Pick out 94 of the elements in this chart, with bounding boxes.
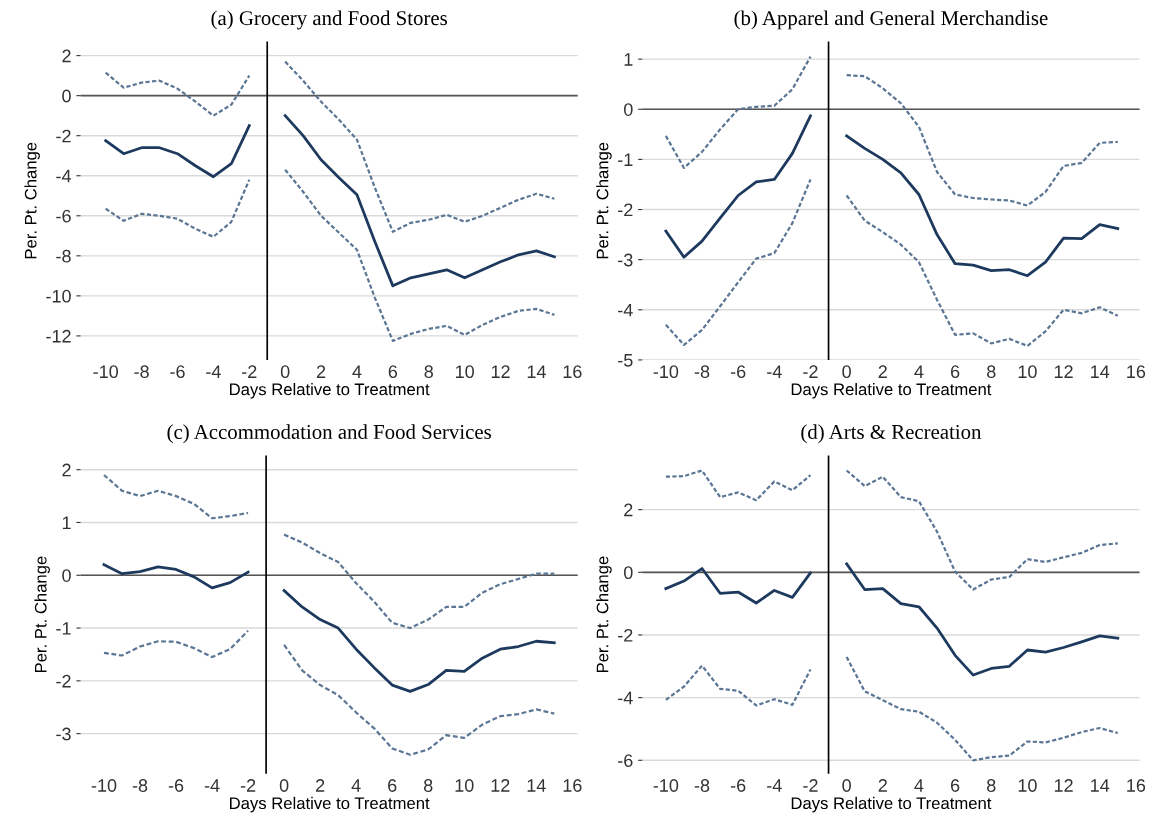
- y-tick-label: -2: [56, 129, 71, 143]
- x-tick-label: 14: [527, 779, 546, 792]
- x-tick-label: -6: [730, 365, 746, 379]
- x-tick-label: 16: [1127, 779, 1146, 792]
- y-tick-label: -3: [56, 727, 71, 741]
- y-tick-label: 0: [623, 566, 633, 580]
- x-tick-label: -4: [204, 779, 220, 792]
- y-tick-label: -4: [618, 691, 633, 705]
- x-tick-label: -10: [653, 779, 679, 792]
- x-axis-title: Days Relative to Treatment: [230, 383, 430, 399]
- x-tick-label: 12: [1054, 365, 1073, 378]
- x-axis-title: Days Relative to Treatment: [791, 383, 992, 399]
- x-tick-label: -2: [803, 779, 818, 792]
- x-tick-label: -10: [653, 365, 679, 379]
- y-tick-label: -3: [618, 253, 633, 267]
- y-tick-label: -2: [56, 674, 71, 688]
- x-tick-label: 0: [842, 779, 851, 792]
- x-tick-label: -6: [170, 365, 185, 379]
- x-axis-title: Days Relative to Treatment: [230, 796, 430, 813]
- x-tick-label: 6: [388, 365, 398, 379]
- x-tick-label: 2: [878, 779, 887, 792]
- y-tick-label: 0: [62, 89, 71, 103]
- x-tick-label: 4: [914, 779, 924, 792]
- y-tick-label: -12: [46, 329, 71, 343]
- chart-title: (d) Arts & Recreation: [801, 424, 982, 444]
- y-tick-label: 0: [623, 103, 633, 116]
- y-tick-label: -1: [56, 622, 71, 635]
- x-tick-label: -10: [91, 779, 117, 792]
- chart-title: (a) Grocery and Food Stores: [211, 10, 447, 30]
- x-tick-label: -4: [767, 365, 782, 378]
- x-tick-label: 10: [455, 779, 474, 792]
- x-tick-label: -8: [132, 779, 148, 792]
- x-tick-label: 6: [950, 365, 960, 379]
- x-tick-label: -10: [93, 365, 119, 379]
- y-tick-label: 1: [624, 53, 633, 66]
- x-tick-label: 12: [491, 779, 510, 792]
- y-axis-title: Per. Pt. Change: [24, 142, 40, 259]
- x-tick-label: -8: [694, 779, 710, 792]
- x-tick-label: 8: [424, 365, 433, 379]
- y-axis-title: Per. Pt. Change: [596, 556, 612, 673]
- y-tick-label: -4: [618, 303, 633, 317]
- x-axis-title: Days Relative to Treatment: [791, 796, 992, 813]
- y-axis-title: Per. Pt. Change: [596, 142, 612, 259]
- y-tick-label: 1: [62, 516, 71, 530]
- y-axis-title: Per. Pt. Change: [34, 556, 50, 673]
- x-tick-label: 8: [987, 779, 996, 792]
- x-tick-label: -6: [168, 779, 184, 792]
- x-tick-label: 4: [351, 779, 361, 792]
- x-tick-label: 6: [388, 779, 397, 792]
- x-tick-label: 0: [842, 365, 851, 379]
- x-tick-label: 6: [950, 779, 960, 792]
- y-tick-label: 2: [62, 463, 71, 477]
- y-tick-label: -2: [618, 628, 633, 642]
- x-tick-label: 14: [1091, 365, 1110, 378]
- x-tick-label: -2: [803, 365, 818, 378]
- y-tick-label: -6: [618, 754, 633, 768]
- y-tick-label: -4: [56, 169, 72, 183]
- y-tick-label: -6: [56, 209, 71, 223]
- x-tick-label: -2: [242, 365, 257, 378]
- y-tick-label: 2: [624, 503, 633, 517]
- y-tick-label: -5: [618, 354, 633, 367]
- x-tick-label: 16: [563, 365, 582, 379]
- x-tick-label: 12: [1054, 779, 1073, 792]
- x-tick-label: 0: [280, 365, 290, 379]
- x-tick-label: 16: [563, 779, 582, 792]
- x-tick-label: 14: [1091, 779, 1110, 792]
- chart-title: (b) Apparel and General Merchandise: [734, 10, 1048, 30]
- x-tick-label: 10: [1018, 779, 1037, 792]
- x-tick-label: 8: [423, 779, 433, 792]
- y-tick-label: 0: [62, 569, 71, 582]
- x-tick-label: -6: [730, 779, 746, 792]
- y-tick-label: -10: [46, 289, 71, 303]
- x-tick-label: 2: [316, 365, 326, 378]
- x-tick-label: -8: [134, 365, 149, 379]
- x-tick-label: 8: [987, 365, 996, 379]
- x-tick-label: 12: [491, 365, 510, 378]
- y-tick-label: -8: [56, 249, 71, 263]
- x-tick-label: 2: [878, 365, 887, 378]
- x-tick-label: -2: [240, 779, 256, 792]
- x-tick-label: 4: [914, 365, 924, 378]
- x-tick-label: 14: [527, 365, 546, 378]
- x-tick-label: 10: [1018, 365, 1037, 379]
- x-tick-label: 0: [279, 779, 289, 792]
- y-tick-label: -1: [618, 153, 633, 166]
- y-tick-label: 2: [62, 49, 71, 63]
- x-tick-label: -8: [694, 365, 710, 379]
- chart-title: (c) Accommodation and Food Services: [167, 424, 491, 444]
- x-tick-label: -4: [767, 779, 782, 792]
- x-tick-label: 4: [352, 365, 362, 378]
- x-tick-label: -4: [206, 365, 221, 378]
- x-tick-label: 2: [316, 779, 325, 792]
- y-tick-label: -2: [618, 203, 633, 217]
- x-tick-label: 16: [1127, 365, 1146, 379]
- x-tick-label: 10: [455, 365, 474, 379]
